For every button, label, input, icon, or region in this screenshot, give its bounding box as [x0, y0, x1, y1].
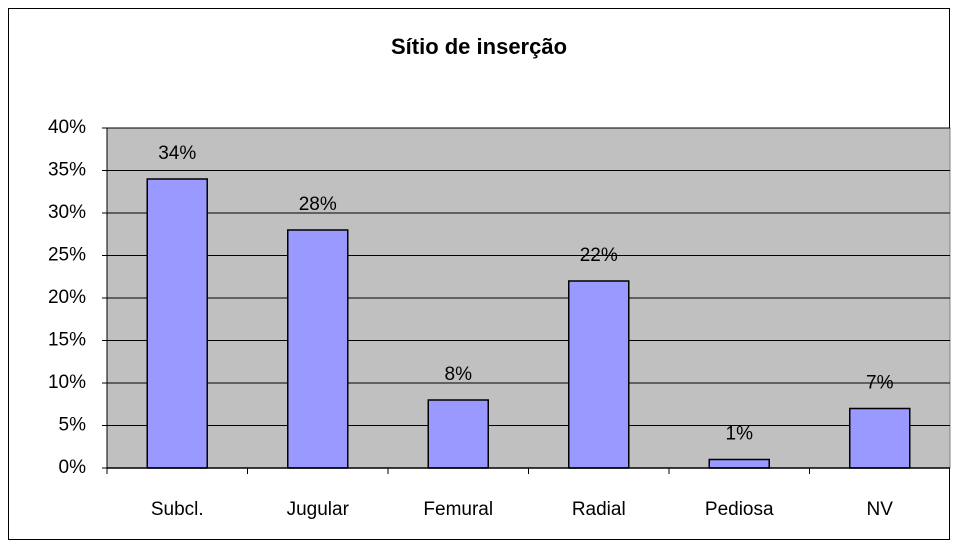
- bar: [146, 178, 208, 469]
- chart-title: Sítio de inserção: [391, 34, 567, 59]
- data-label: 1%: [726, 424, 754, 445]
- data-label: 34%: [158, 143, 196, 164]
- x-tick-label: Jugular: [287, 499, 350, 520]
- data-label: 22%: [580, 245, 618, 266]
- bar: [568, 280, 630, 469]
- x-tick-label: NV: [867, 499, 894, 520]
- y-tick-label: 5%: [59, 415, 87, 436]
- y-tick-label: 15%: [48, 330, 86, 351]
- y-tick-label: 0%: [59, 457, 87, 478]
- x-tick-label: Radial: [572, 499, 626, 520]
- y-tick-label: 35%: [48, 160, 86, 181]
- y-tick-label: 30%: [48, 202, 86, 223]
- bar: [849, 407, 911, 469]
- x-tick-label: Subcl.: [151, 499, 204, 520]
- bar: [427, 399, 489, 469]
- x-tick-label: Pediosa: [705, 499, 774, 520]
- y-tick-label: 40%: [48, 117, 86, 138]
- y-tick-label: 10%: [48, 372, 86, 393]
- bar: [708, 458, 770, 469]
- y-tick-label: 20%: [48, 287, 86, 308]
- data-label: 7%: [866, 373, 894, 394]
- data-label: 28%: [299, 194, 337, 215]
- y-tick-label: 25%: [48, 245, 86, 266]
- data-label: 8%: [445, 364, 473, 385]
- x-tick-label: Femural: [423, 499, 493, 520]
- bar: [287, 229, 349, 469]
